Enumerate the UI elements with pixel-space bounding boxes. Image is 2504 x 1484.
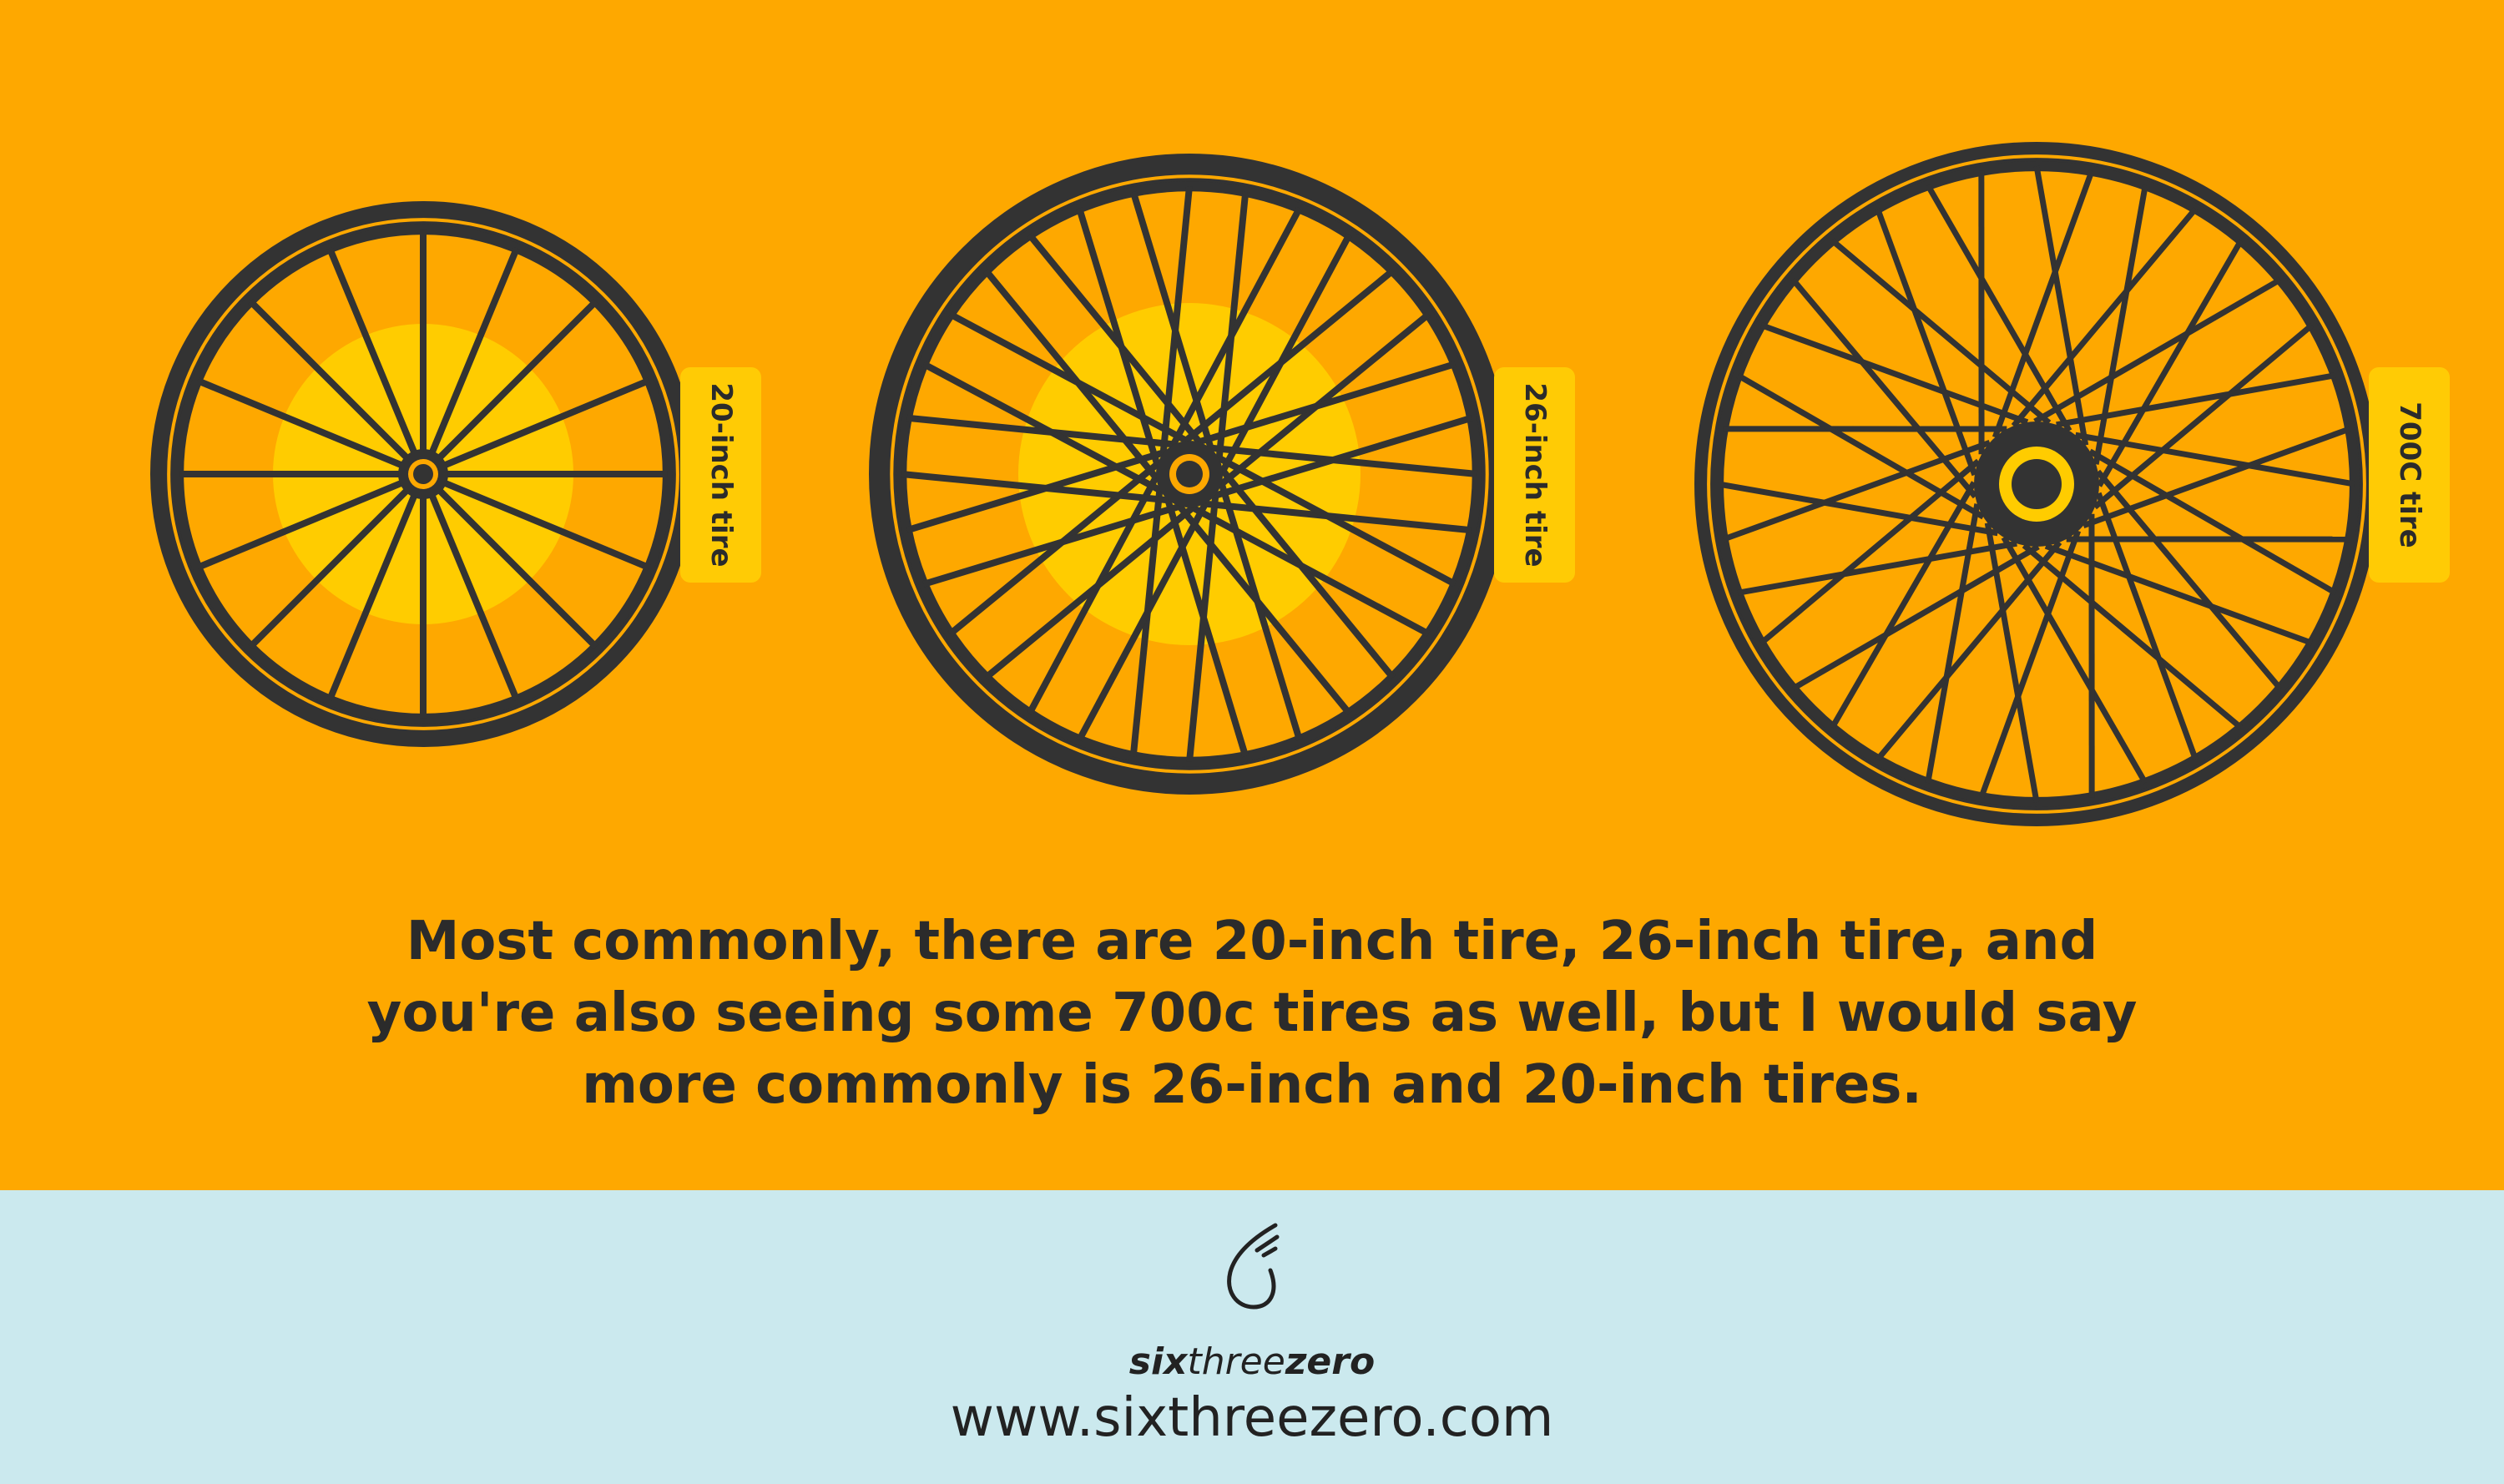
hub-center — [2012, 459, 2062, 509]
spoke — [1209, 444, 1478, 477]
spoke — [428, 493, 520, 702]
spoke — [1159, 185, 1193, 454]
spoke — [983, 504, 1196, 680]
spoke — [1026, 475, 1159, 715]
quote-text: Most commonly, there are 20-inch tire, 2… — [366, 911, 2138, 1116]
spoke — [983, 268, 1159, 481]
tire — [1694, 142, 2380, 826]
spoke — [1217, 455, 1457, 588]
brand-three: three — [1187, 1340, 1285, 1383]
tag-20-inch: 20-inch tire — [680, 367, 761, 583]
spoke — [437, 299, 598, 461]
spoke — [248, 487, 410, 649]
spoke — [901, 471, 1169, 504]
spoke — [947, 461, 1160, 637]
spoke — [2022, 543, 2244, 730]
spoke — [1992, 169, 2095, 439]
spoke — [1791, 543, 2040, 691]
spoke — [922, 502, 1182, 588]
spoke — [428, 246, 520, 455]
spoke — [1718, 481, 1998, 537]
spoke — [1736, 372, 1985, 520]
spoke — [1214, 414, 1473, 499]
spoke — [2095, 469, 2283, 691]
spoke — [906, 449, 1165, 534]
spoke — [1170, 206, 1303, 447]
spoke — [442, 479, 651, 571]
spoke — [1129, 488, 1164, 757]
tag-label: 20-inch tire — [704, 382, 738, 568]
spoke — [195, 377, 404, 469]
spoke — [2033, 277, 2282, 425]
spoke — [1219, 311, 1431, 487]
spoke — [1875, 207, 1978, 477]
brand-six: six — [1128, 1340, 1188, 1383]
spoke — [1027, 232, 1203, 445]
spoke — [1176, 503, 1352, 716]
spoke — [1830, 238, 2052, 426]
rim-stripe — [1707, 154, 2366, 814]
spoke — [948, 310, 1189, 444]
spoke — [1197, 361, 1456, 446]
spoke — [2093, 322, 2315, 510]
spoke — [921, 361, 1162, 493]
spoke — [326, 493, 418, 702]
brand-zero: zero — [1285, 1340, 1376, 1383]
spoke — [1204, 500, 1472, 534]
spoke — [1790, 277, 1978, 499]
spoke — [1978, 529, 2082, 799]
spoke — [1076, 207, 1161, 467]
spoke — [906, 414, 1175, 448]
spoke — [1218, 482, 1303, 741]
spoke — [1215, 191, 1249, 460]
spoke — [1219, 233, 1353, 473]
spoke — [1076, 502, 1209, 742]
spoke — [2082, 426, 2351, 529]
tag-label: 26-inch tire — [1517, 382, 1552, 568]
spoke — [326, 246, 418, 455]
spoke — [1190, 504, 1431, 638]
rim-stripe — [167, 218, 679, 730]
spoke — [1219, 467, 1396, 680]
wheel-wing-icon — [1227, 1223, 1280, 1310]
tag-26-inch: 26-inch tire — [1494, 367, 1575, 583]
hub-center — [413, 464, 433, 484]
tag-label: 700C tire — [2392, 401, 2426, 548]
hub-center — [1176, 461, 1203, 487]
tag-700c: 700C tire — [2369, 367, 2450, 583]
spoke — [1186, 494, 1219, 763]
spoke — [195, 479, 404, 571]
spoke — [2056, 372, 2336, 428]
spoke — [437, 487, 598, 649]
brand-wordmark: sixthreezero — [0, 1340, 2504, 1383]
spoke — [1164, 498, 1249, 758]
spoke — [2011, 206, 2199, 428]
spoke — [1737, 540, 2017, 596]
website-link[interactable]: www.sixthreezero.com — [950, 1387, 1554, 1449]
spoke — [2095, 492, 2199, 761]
spoke — [1129, 190, 1214, 450]
spoke — [2096, 239, 2244, 487]
rim-stripe — [890, 174, 1489, 774]
spoke — [248, 299, 410, 461]
spoke — [1875, 540, 2062, 762]
spoke — [1183, 268, 1396, 444]
spoke — [442, 377, 651, 469]
